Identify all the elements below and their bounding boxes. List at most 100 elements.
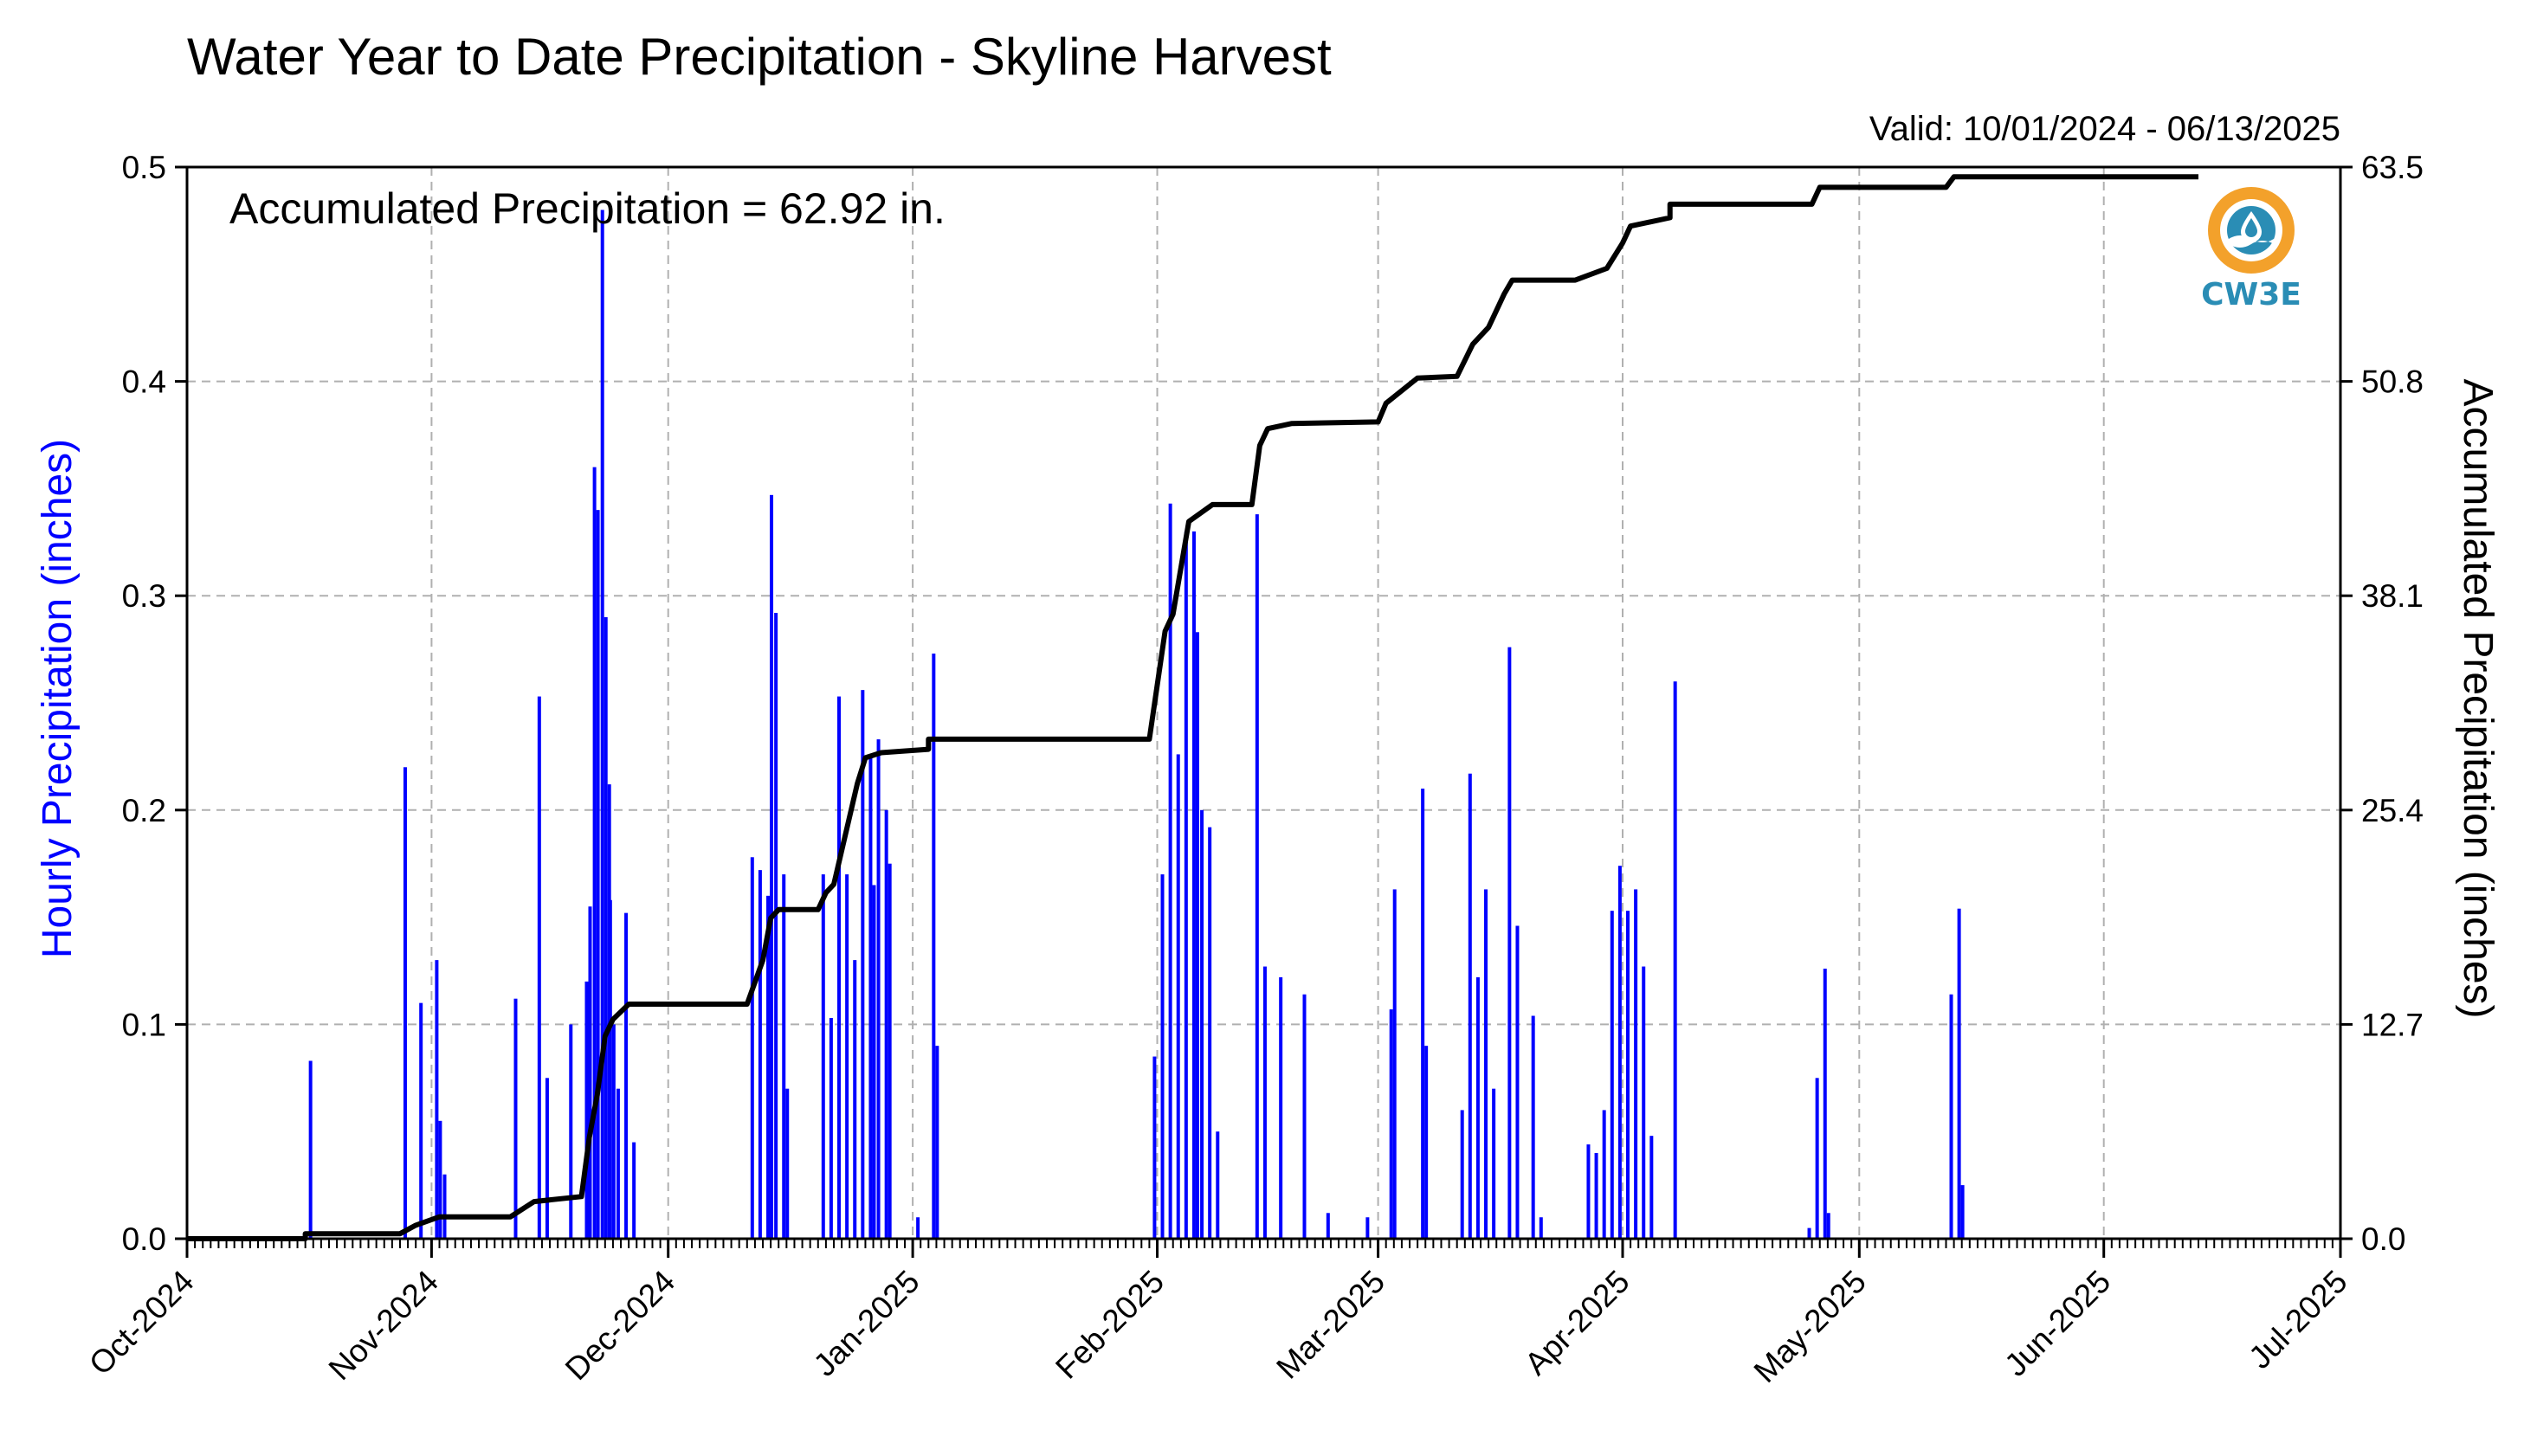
hourly-bar bbox=[872, 885, 876, 1239]
hourly-bar bbox=[1216, 1131, 1220, 1239]
cw3e-logo: CW3E bbox=[2201, 187, 2301, 312]
hourly-bar bbox=[845, 874, 849, 1239]
hourly-bar bbox=[616, 1088, 620, 1239]
hourly-bar bbox=[821, 874, 825, 1239]
hourly-bar bbox=[1262, 966, 1267, 1239]
hourly-bar bbox=[1389, 1009, 1393, 1239]
hourly-bar bbox=[1424, 1046, 1429, 1239]
valid-range: Valid: 10/01/2024 - 06/13/2025 bbox=[1869, 110, 2340, 148]
hourly-bar bbox=[1602, 1110, 1606, 1239]
hourly-bar bbox=[584, 981, 589, 1239]
hourly-bar bbox=[837, 696, 842, 1239]
axes: 0.0 0.0 0.1 12.7 0.2 25.4 0.3 38.1 0.4 50.8 0.5 63.… bbox=[82, 150, 2424, 1389]
x-tick-label: Nov-2024 bbox=[322, 1264, 445, 1387]
hourly-bars bbox=[308, 209, 1965, 1239]
hourly-bar bbox=[1421, 789, 1425, 1239]
hourly-bar bbox=[435, 960, 439, 1239]
hourly-bar bbox=[1815, 1078, 1819, 1239]
hourly-bar bbox=[1642, 966, 1646, 1239]
y-tick-label-right: 25.4 bbox=[2361, 793, 2424, 828]
hourly-bar bbox=[588, 906, 592, 1239]
hourly-bar bbox=[1460, 1110, 1464, 1239]
y-tick-label-left: 0.5 bbox=[122, 150, 166, 185]
hourly-bar bbox=[1957, 908, 1961, 1239]
hourly-bar bbox=[853, 960, 857, 1239]
hourly-bar bbox=[403, 767, 407, 1239]
hourly-bar bbox=[1673, 681, 1677, 1239]
hourly-bar bbox=[632, 1142, 636, 1239]
x-tick-label: May-2025 bbox=[1747, 1264, 1873, 1389]
hourly-bar bbox=[758, 870, 762, 1239]
hourly-bar bbox=[1634, 889, 1638, 1239]
hourly-bar bbox=[611, 1024, 616, 1239]
hourly-bar bbox=[935, 1046, 939, 1239]
logo-label: CW3E bbox=[2201, 277, 2301, 312]
hourly-bar bbox=[1365, 1217, 1370, 1239]
hourly-bar bbox=[829, 1017, 833, 1239]
x-tick-label: Jul-2025 bbox=[2242, 1264, 2353, 1375]
y-tick-label-left: 0.2 bbox=[122, 793, 166, 828]
hourly-bar bbox=[1255, 514, 1259, 1239]
y-tick-label-right: 50.8 bbox=[2361, 364, 2424, 400]
hourly-bar bbox=[1326, 1213, 1330, 1239]
hourly-bar bbox=[876, 739, 881, 1239]
hourly-bar bbox=[785, 1088, 790, 1239]
hourly-bar bbox=[1531, 1015, 1535, 1239]
hourly-bar bbox=[766, 895, 771, 1239]
hourly-bar bbox=[750, 857, 754, 1239]
y-axis-label-right: Accumulated Precipitation (inches) bbox=[2455, 378, 2501, 1018]
y-tick-label-left: 0.4 bbox=[122, 364, 166, 400]
hourly-bar bbox=[442, 1174, 447, 1239]
hourly-bar bbox=[1492, 1088, 1496, 1239]
hourly-bar bbox=[608, 899, 612, 1239]
hourly-bar bbox=[1484, 889, 1488, 1239]
hourly-bar bbox=[624, 912, 629, 1239]
hourly-bar bbox=[1279, 976, 1283, 1239]
hourly-bar bbox=[1949, 994, 1953, 1239]
x-tick-label: Mar-2025 bbox=[1269, 1264, 1391, 1386]
hourly-bar bbox=[1960, 1185, 1965, 1239]
hourly-bar bbox=[1176, 754, 1180, 1239]
hourly-bar bbox=[604, 616, 608, 1239]
plot-frame bbox=[185, 165, 2342, 1240]
x-tick-label: Feb-2025 bbox=[1049, 1264, 1171, 1386]
x-tick-label: Oct-2024 bbox=[82, 1264, 201, 1382]
hourly-bar bbox=[1195, 632, 1199, 1239]
y-tick-label-right: 0.0 bbox=[2361, 1221, 2405, 1257]
hourly-bar bbox=[545, 1078, 549, 1239]
hourly-bar bbox=[1649, 1136, 1654, 1239]
hourly-bar bbox=[1191, 531, 1196, 1239]
hourly-bar bbox=[1823, 969, 1827, 1239]
x-tick-label: Apr-2025 bbox=[1518, 1264, 1636, 1382]
y-tick-label-left: 0.0 bbox=[122, 1221, 166, 1257]
hourly-bar bbox=[770, 494, 774, 1239]
hourly-bar bbox=[537, 696, 541, 1239]
hourly-bar bbox=[1586, 1144, 1591, 1239]
hourly-bar bbox=[888, 863, 892, 1239]
hourly-bar bbox=[1184, 531, 1188, 1239]
hourly-bar bbox=[592, 467, 597, 1239]
hourly-bar bbox=[774, 613, 778, 1239]
x-tick-label: Jan-2025 bbox=[807, 1264, 926, 1383]
hourly-bar bbox=[1475, 976, 1480, 1239]
hourly-bar bbox=[1200, 809, 1204, 1239]
hourly-bar bbox=[1826, 1213, 1830, 1239]
x-tick-label: Dec-2024 bbox=[558, 1264, 681, 1387]
x-tick-label: Jun-2025 bbox=[1998, 1264, 2117, 1383]
y-tick-label-right: 12.7 bbox=[2361, 1007, 2424, 1042]
hourly-bar bbox=[1160, 874, 1165, 1239]
hourly-bar bbox=[308, 1060, 313, 1239]
hourly-bar bbox=[569, 1024, 573, 1239]
hourly-bar bbox=[1152, 1056, 1157, 1239]
y-tick-label-left: 0.1 bbox=[122, 1007, 166, 1042]
hourly-bar bbox=[916, 1217, 920, 1239]
hourly-bar bbox=[932, 654, 936, 1239]
hourly-bar bbox=[1392, 889, 1397, 1239]
hourly-bar bbox=[1507, 647, 1512, 1239]
y-tick-label-right: 63.5 bbox=[2361, 150, 2424, 185]
hourly-bar bbox=[1594, 1152, 1598, 1239]
hourly-bar bbox=[596, 510, 600, 1239]
chart-title: Water Year to Date Precipitation - Skyli… bbox=[187, 28, 1332, 86]
accumulated-line bbox=[187, 174, 2198, 1241]
